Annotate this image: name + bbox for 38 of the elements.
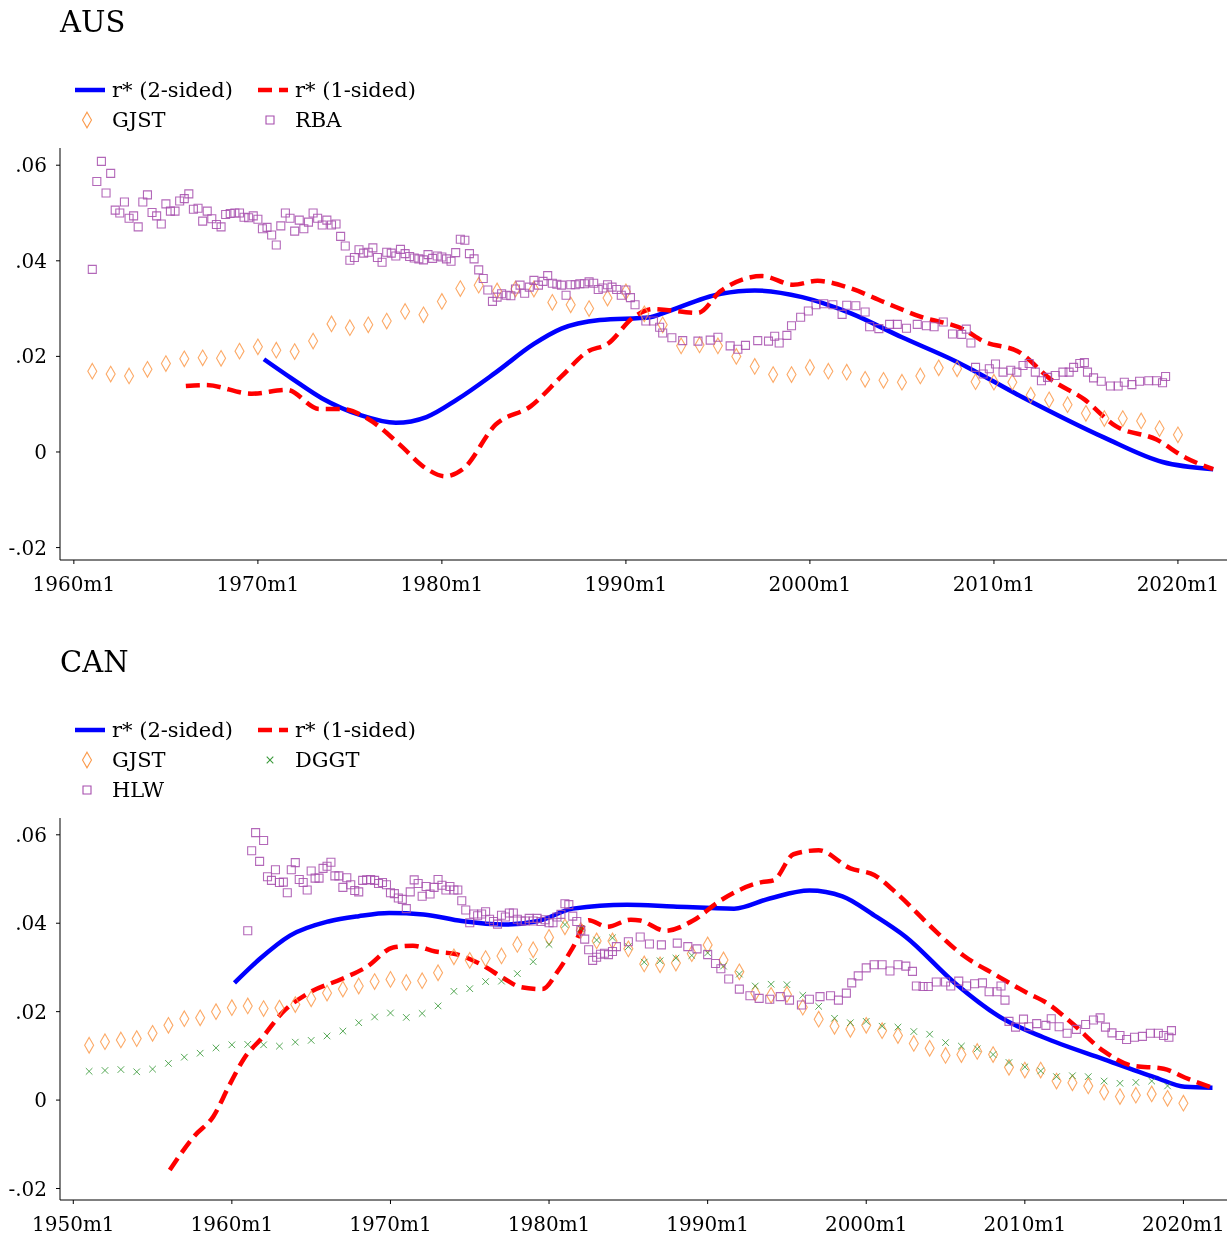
y-tick-label: 0 (34, 439, 47, 464)
legend-label: GJST (112, 748, 166, 773)
x-tick-label: 1990m1 (584, 572, 668, 596)
legend-label: r* (2-sided) (112, 78, 233, 103)
y-tick-label: .04 (15, 248, 47, 273)
x-tick-label: 2000m1 (824, 1212, 908, 1236)
x-tick-label: 2020m1 (1136, 572, 1220, 596)
legend-label: DGGT (295, 748, 360, 773)
x-tick-label: 1970m1 (349, 1212, 432, 1236)
x-tick-label: 1970m1 (216, 572, 300, 596)
legend-label: r* (1-sided) (295, 718, 416, 743)
x-tick-label: 1950m1 (31, 1212, 115, 1236)
x-tick-label: 1960m1 (32, 572, 116, 596)
legend-label: RBA (295, 108, 343, 133)
x-tick-label: 1980m1 (400, 572, 484, 596)
x-tick-label: 1980m1 (507, 1212, 591, 1236)
x-tick-label: 1990m1 (666, 1212, 749, 1236)
chart-title: CAN (60, 645, 129, 679)
y-tick-label: -.02 (8, 1176, 47, 1201)
x-tick-label: 2010m1 (952, 572, 1036, 596)
chart-title: AUS (59, 5, 126, 39)
x-tick-label: 2010m1 (983, 1212, 1067, 1236)
y-tick-label: .04 (15, 911, 47, 936)
line-series (183, 273, 1216, 479)
y-tick-label: .02 (15, 999, 47, 1024)
y-tick-label: 0 (34, 1088, 47, 1113)
y-tick-label: -.02 (8, 535, 47, 560)
x-tick-label: 1960m1 (190, 1212, 274, 1236)
y-tick-label: .06 (15, 822, 47, 847)
y-tick-label: .06 (15, 153, 47, 178)
legend-label: r* (2-sided) (112, 718, 233, 743)
legend-label: r* (1-sided) (295, 78, 416, 103)
line-series (232, 888, 1215, 1090)
y-tick-label: .02 (15, 344, 47, 369)
x-tick-label: 2000m1 (768, 572, 852, 596)
legend-label: GJST (112, 108, 166, 133)
x-tick-label: 2020m1 (1142, 1212, 1225, 1236)
legend-label: HLW (112, 778, 165, 803)
